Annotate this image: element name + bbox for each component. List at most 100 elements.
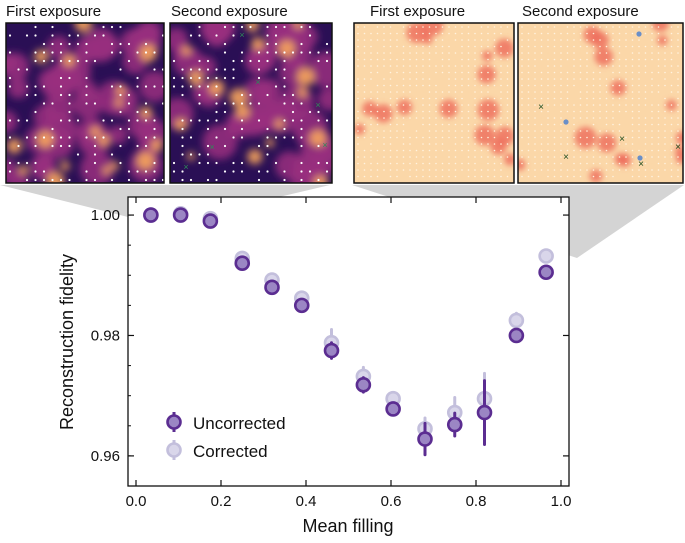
atom-dot [651,26,653,28]
atom-dot [540,169,543,171]
atom-dot [240,119,244,122]
magma-hotspot [278,40,296,57]
atom-dot [51,34,54,37]
atom-dot [370,39,372,41]
atom-dots-3 [357,26,509,178]
atom-dot [493,123,496,126]
atom-dot [677,26,679,28]
atom-dot [357,26,359,28]
atom-dot [85,59,88,63]
atom-dot [657,71,660,74]
atom-dot [677,110,679,113]
atom-dot [644,156,647,158]
atom-dot [85,51,88,54]
atom-dot [448,45,450,48]
missing-atom-marker: × [638,159,644,170]
atom-dot [409,71,411,74]
atom-dot [605,78,608,80]
atom-dot [93,161,97,165]
markers-4: ××××× [538,31,681,170]
atom-dot [586,78,588,80]
atom-dot [506,52,509,54]
atom-dot [370,32,372,35]
atom-dot [181,93,184,97]
atom-dot [553,78,556,80]
atom-dot [215,34,218,37]
magma-blob [42,69,75,102]
atom-dot [206,178,210,182]
atom-dot [415,175,418,178]
atom-dot [534,123,536,126]
atom-dot [664,162,666,165]
atom-dot [474,162,476,165]
atom-dot [566,149,569,152]
magma-blob [202,124,238,160]
atom-dot [448,169,450,171]
atom-dot [454,162,457,165]
atom-dot [566,130,569,132]
atom-dot [534,97,536,100]
atom-dot [493,117,496,119]
atom-dot [51,51,54,54]
atom-dot [500,45,502,48]
atom-dot [448,130,450,132]
atom-dot [376,91,379,93]
atom-dot [612,97,614,100]
atom-dot [534,78,536,80]
atom-dot [664,39,666,41]
atom-dot [618,39,621,41]
atom-dot [402,58,405,61]
atom-dot [17,119,20,122]
atom-dot [573,58,575,61]
atom-dot [618,136,621,139]
atom-dot [573,32,575,35]
atom-dot [521,110,523,113]
atom-dot [110,119,114,122]
atom-dot [670,156,673,158]
atom-dot [527,143,530,145]
atom-dot [93,136,97,139]
atom-dot [500,84,502,87]
atom-dot [454,169,457,171]
atom-dot [493,32,496,35]
atom-dot [461,136,463,139]
atom-dot [651,32,653,35]
atom-dot [363,78,366,80]
atom-dot [670,58,673,61]
atom-dot [474,104,476,106]
atom-dot [68,119,71,122]
atom-dot [638,45,640,48]
atom-dot [474,117,476,119]
atom-dot [136,76,139,80]
magma-blob [77,122,111,157]
atom-dot [644,149,647,152]
atom-dot [644,104,647,106]
atom-dot [357,78,359,80]
data-point [385,401,401,417]
atom-dot [540,104,543,106]
atom-dot [625,136,627,139]
atom-dot [383,26,385,28]
atom-dot [257,119,261,122]
atom-dot [291,110,295,114]
atom-dot [493,45,496,48]
atom-dot [266,93,269,97]
atom-dot [493,26,496,28]
atom-dot [534,130,536,132]
atom-dot [547,97,549,100]
atom-dot [670,123,673,126]
atom-dot [93,102,97,105]
atom-dot [527,175,530,178]
atom-dot [325,42,329,46]
atom-dot [59,42,63,46]
atom-dot [467,130,470,132]
atom-dot [579,117,582,119]
atom-dot [553,130,556,132]
atom-dot [402,71,405,74]
magma-hotspot [114,98,124,107]
atom-dot [363,58,366,61]
atom-dot [500,169,502,171]
atom-dot [579,162,582,165]
atom-dot [592,175,595,178]
warm-spot [617,153,632,167]
